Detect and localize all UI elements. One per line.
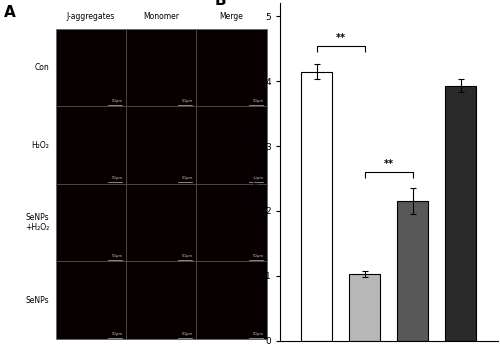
Bar — [196, 29, 267, 106]
Text: SeNPs
+H₂O₂: SeNPs +H₂O₂ — [24, 213, 49, 232]
Text: **: ** — [336, 33, 346, 43]
Text: J-aggregates: J-aggregates — [66, 12, 115, 21]
Text: 50μm: 50μm — [112, 99, 123, 103]
Text: Merge: Merge — [220, 12, 244, 21]
Bar — [196, 106, 267, 184]
Bar — [196, 184, 267, 261]
Text: 50μm: 50μm — [252, 176, 264, 180]
Text: 50μm: 50μm — [182, 254, 193, 258]
Bar — [446, 86, 476, 341]
Text: B: B — [215, 0, 226, 8]
Text: 50μm: 50μm — [252, 332, 264, 335]
Bar — [196, 261, 267, 339]
Bar — [126, 106, 196, 184]
Bar — [397, 201, 428, 341]
Text: Monomer: Monomer — [143, 12, 179, 21]
Text: SeNPs: SeNPs — [26, 295, 49, 304]
Bar — [126, 29, 196, 106]
Text: 50μm: 50μm — [112, 332, 123, 335]
Text: 50μm: 50μm — [112, 254, 123, 258]
Text: 50μm: 50μm — [112, 176, 123, 180]
Text: Con: Con — [34, 63, 49, 72]
Bar — [126, 184, 196, 261]
Text: 50μm: 50μm — [182, 176, 193, 180]
Text: A: A — [4, 5, 16, 20]
Bar — [56, 29, 126, 106]
Bar — [126, 261, 196, 339]
Text: 50μm: 50μm — [252, 99, 264, 103]
Bar — [349, 274, 380, 341]
Y-axis label: Red/green fluorescence: Red/green fluorescence — [252, 118, 261, 226]
Bar — [56, 261, 126, 339]
Bar — [56, 184, 126, 261]
Bar — [56, 106, 126, 184]
Text: H₂O₂: H₂O₂ — [31, 141, 49, 150]
Bar — [301, 72, 332, 341]
Text: **: ** — [384, 159, 394, 169]
Text: 50μm: 50μm — [182, 99, 193, 103]
Text: 50μm: 50μm — [182, 332, 193, 335]
Text: 50μm: 50μm — [252, 254, 264, 258]
